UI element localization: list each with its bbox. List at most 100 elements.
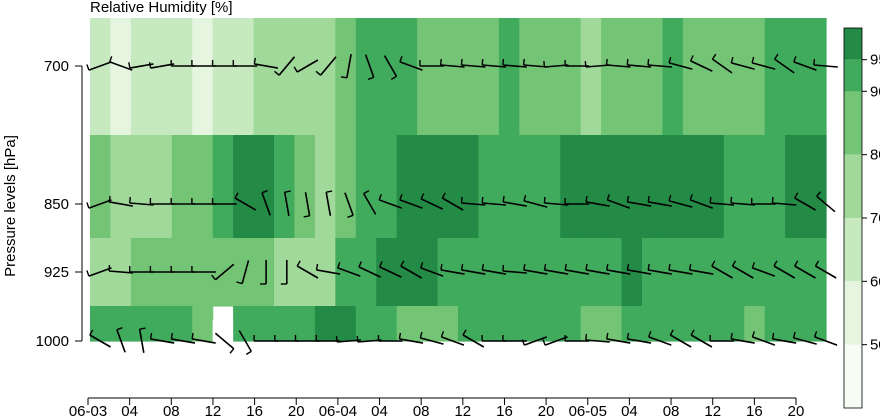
wind-barb-flag (420, 193, 425, 200)
colorbar: 50 60 70 80 90 95 (843, 27, 880, 409)
wind-barb-shaft (191, 338, 216, 344)
wind-barb-flag (419, 331, 423, 339)
wind-barb-flag (211, 274, 216, 281)
humidity-cell (437, 135, 459, 239)
x-tick-label: 20 (538, 403, 555, 418)
wind-barb-shaft (346, 54, 352, 78)
wind-barb (377, 335, 403, 342)
wind-barb-flag (731, 260, 737, 267)
wind-barb-shaft (283, 192, 290, 216)
wind-barb (647, 195, 672, 207)
wind-barb-flag (771, 332, 775, 340)
wind-barb-shaft (399, 61, 423, 71)
wind-barb-shaft (544, 269, 569, 275)
humidity-cell (539, 306, 561, 342)
wind-barb (191, 332, 216, 344)
wind-barb (149, 266, 175, 273)
wind-barb (441, 192, 464, 211)
wind-barb-flag (335, 336, 338, 343)
wind-barb-flag (253, 57, 256, 65)
wind-barb-flag (481, 263, 485, 271)
wind-barb (440, 58, 465, 68)
wind-barb-flag (711, 260, 716, 267)
wind-barb-shaft (585, 269, 610, 275)
humidity-cell (744, 306, 766, 342)
wind-barb (294, 335, 320, 342)
wind-barb (626, 195, 652, 207)
humidity-cell (539, 238, 561, 307)
humidity-cell (785, 238, 807, 307)
wind-barb (730, 196, 755, 206)
humidity-cell (192, 135, 214, 239)
colorbar-band (844, 91, 862, 155)
colorbar-tick-label: 70 (870, 210, 880, 227)
wind-barb-shaft (544, 202, 569, 206)
wind-barb-shaft (627, 201, 652, 207)
x-axis: 06-03 04 08 12 16 20 06-04 04 08 12 16 20 06-05 04 08 1… (69, 397, 804, 418)
wind-barb-flag (399, 56, 403, 63)
wind-barb-shaft (648, 269, 672, 275)
humidity-cell (478, 238, 500, 307)
humidity-cell (151, 18, 173, 136)
wind-barb-shaft (234, 197, 257, 211)
humidity-cell (621, 18, 643, 136)
humidity-cell (805, 306, 827, 342)
wind-barb-shaft (730, 202, 755, 206)
wind-barb-shaft (690, 60, 713, 72)
y-axis-label: Pressure levels [hPa] (2, 135, 19, 277)
wind-barb (378, 194, 403, 209)
humidity-cell (703, 306, 725, 342)
wind-barb (585, 333, 610, 343)
wind-barb (668, 194, 693, 208)
wind-barb-shaft (711, 58, 733, 74)
wind-barb (238, 330, 252, 356)
wind-barb-shaft (420, 337, 444, 345)
wind-barb-flag (647, 195, 650, 203)
wind-barb (460, 263, 486, 275)
wind-barb-flag (191, 332, 194, 340)
humidity-cell (335, 238, 357, 307)
wind-barb (149, 332, 175, 344)
wind-barb (689, 55, 713, 72)
humidity-cell (274, 238, 296, 307)
wind-barb-shaft (731, 62, 755, 70)
wind-barb-flag (774, 53, 779, 60)
wind-barb (148, 62, 175, 69)
wind-barb-shaft (482, 202, 507, 206)
wind-barb-flag (340, 76, 348, 79)
humidity-cell (376, 18, 398, 136)
wind-barb (669, 329, 692, 348)
wind-barb (460, 58, 486, 68)
wind-barb (86, 199, 112, 209)
humidity-cell (498, 18, 520, 136)
wind-barb (605, 58, 631, 68)
wind-barb-shaft (129, 202, 154, 206)
humidity-cell (662, 18, 684, 136)
humidity-cell (90, 18, 112, 136)
wind-barb (626, 263, 652, 275)
humidity-cell (703, 238, 725, 307)
humidity-cell (601, 135, 623, 239)
wind-barb (274, 56, 296, 76)
wind-barb-shaft (815, 265, 837, 279)
wind-barb (522, 58, 548, 68)
humidity-cell (355, 18, 377, 136)
wind-barb-flag (626, 332, 630, 340)
humidity-cell (437, 18, 459, 136)
wind-barb (315, 56, 337, 76)
humidity-cell (764, 238, 786, 307)
wind-barb-shaft (751, 62, 776, 70)
wind-barb (356, 336, 382, 343)
x-tick-label: 08 (413, 403, 430, 418)
wind-barb (149, 198, 175, 205)
wind-barb (771, 196, 797, 206)
wind-barb-flag (606, 263, 609, 271)
wind-barb (730, 56, 755, 70)
colorbar-tick-label: 50 (870, 337, 880, 354)
humidity-cell (601, 18, 623, 136)
wind-barb-shaft (138, 329, 145, 353)
humidity-cell (764, 306, 786, 342)
x-tick-label: 12 (205, 403, 222, 418)
wind-barb-flag (390, 75, 397, 81)
